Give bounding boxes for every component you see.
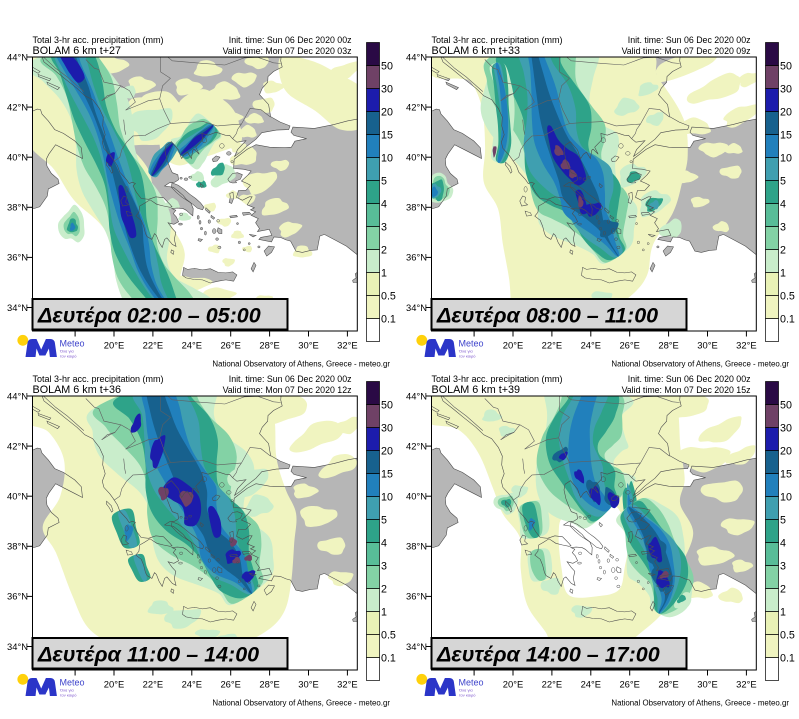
svg-text:Init. time: Sun 06 Dec 2020 00: Init. time: Sun 06 Dec 2020 00z	[229, 35, 352, 45]
svg-text:Valid time: Mon 07 Dec 2020 03: Valid time: Mon 07 Dec 2020 03z	[223, 46, 352, 56]
svg-text:Valid time: Mon 07 Dec 2020 15: Valid time: Mon 07 Dec 2020 15z	[622, 385, 751, 395]
svg-text:Init. time: Sun 06 Dec 2020 00: Init. time: Sun 06 Dec 2020 00z	[229, 374, 352, 384]
svg-text:BOLAM 6 km t+33: BOLAM 6 km t+33	[432, 45, 521, 57]
svg-text:National Observatory of Athens: National Observatory of Athens, Greece -…	[212, 360, 390, 369]
svg-text:BOLAM 6 km t+36: BOLAM 6 km t+36	[33, 384, 122, 396]
svg-text:Total 3-hr acc. precipitation: Total 3-hr acc. precipitation (mm)	[432, 374, 563, 384]
svg-text:Δευτέρα 11:00 – 14:00: Δευτέρα 11:00 – 14:00	[37, 643, 259, 667]
svg-text:Valid time: Mon 07 Dec 2020 12: Valid time: Mon 07 Dec 2020 12z	[223, 385, 352, 395]
svg-text:Valid time: Mon 07 Dec 2020 09: Valid time: Mon 07 Dec 2020 09z	[622, 46, 751, 56]
svg-text:Total 3-hr acc. precipitation: Total 3-hr acc. precipitation (mm)	[33, 35, 164, 45]
svg-text:National Observatory of Athens: National Observatory of Athens, Greece -…	[212, 699, 390, 708]
svg-text:Δευτέρα 08:00 – 11:00: Δευτέρα 08:00 – 11:00	[436, 304, 658, 328]
svg-text:BOLAM 6 km t+39: BOLAM 6 km t+39	[432, 384, 521, 396]
svg-text:Δευτέρα 02:00 – 05:00: Δευτέρα 02:00 – 05:00	[37, 304, 261, 328]
svg-text:Total 3-hr acc. precipitation: Total 3-hr acc. precipitation (mm)	[432, 35, 563, 45]
svg-text:National Observatory of Athens: National Observatory of Athens, Greece -…	[611, 699, 789, 708]
svg-text:Δευτέρα 14:00 – 17:00: Δευτέρα 14:00 – 17:00	[436, 643, 660, 667]
svg-text:BOLAM 6 km t+27: BOLAM 6 km t+27	[33, 45, 122, 57]
svg-text:National Observatory of Athens: National Observatory of Athens, Greece -…	[611, 360, 789, 369]
svg-text:Total 3-hr acc. precipitation: Total 3-hr acc. precipitation (mm)	[33, 374, 164, 384]
svg-text:Init. time: Sun 06 Dec 2020 00: Init. time: Sun 06 Dec 2020 00z	[628, 374, 751, 384]
svg-text:Init. time: Sun 06 Dec 2020 00: Init. time: Sun 06 Dec 2020 00z	[628, 35, 751, 45]
